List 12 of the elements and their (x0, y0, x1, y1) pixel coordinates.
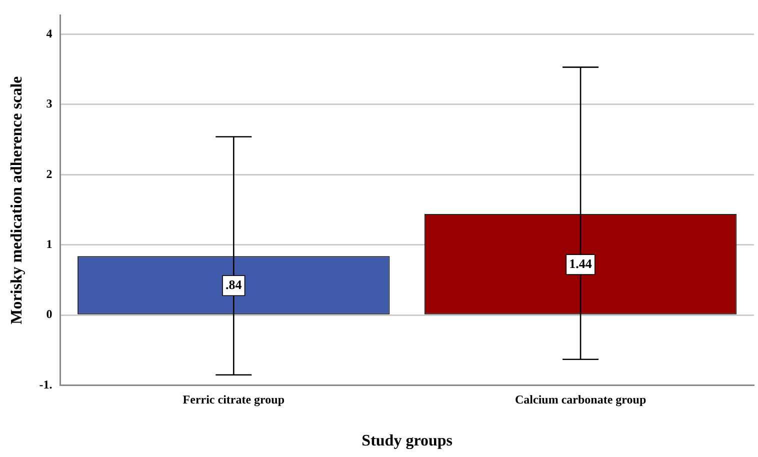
y-tick-label: 3 (46, 96, 52, 111)
x-tick-label: Ferric citrate group (182, 392, 285, 407)
y-axis-title: Morisky medication adherence scale (8, 76, 26, 324)
y-tick-label: 2 (46, 166, 52, 181)
y-tick-label: 1 (46, 237, 52, 251)
y-tick-label: 4 (46, 26, 52, 40)
data-label: .84 (226, 277, 242, 292)
data-label: 1.44 (569, 256, 592, 271)
x-tick-label: Calcium carbonate group (514, 392, 646, 407)
y-tick-label: -1. (39, 377, 52, 392)
x-axis-title: Study groups (362, 432, 453, 450)
y-tick-label: 0 (46, 307, 52, 322)
